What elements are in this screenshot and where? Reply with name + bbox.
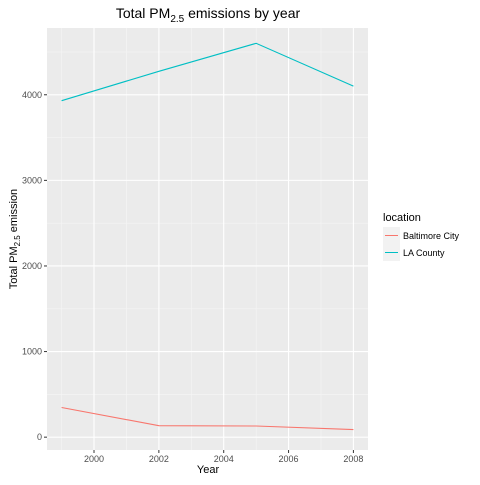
legend: location Baltimore City LA County — [383, 212, 460, 261]
y-tick-label: 2000 — [22, 261, 42, 271]
series-lines — [61, 42, 354, 431]
legend-item-la-county: LA County — [383, 244, 445, 261]
minor-gridlines — [47, 28, 368, 450]
y-axis: 0 1000 2000 3000 4000 — [22, 90, 47, 442]
x-tick-label: 2000 — [84, 454, 104, 464]
y-tick-label: 3000 — [22, 175, 42, 185]
major-gridlines — [47, 28, 368, 450]
chart-title: Total PM2.5 emissions by year — [116, 5, 301, 25]
plot-panel — [47, 28, 368, 450]
x-tick-label: 2006 — [279, 454, 299, 464]
series-line-baltimore-city — [61, 406, 354, 431]
y-tick-label: 0 — [37, 432, 42, 442]
y-tick-label: 4000 — [22, 90, 42, 100]
legend-item-baltimore-city: Baltimore City — [383, 227, 460, 244]
y-tick-label: 1000 — [22, 347, 42, 357]
x-axis-title: Year — [197, 464, 220, 476]
x-tick-label: 2004 — [214, 454, 234, 464]
x-axis: 2000 2002 2004 2006 2008 — [84, 450, 363, 464]
x-tick-label: 2008 — [343, 454, 363, 464]
x-tick-label: 2002 — [149, 454, 169, 464]
legend-title: location — [383, 212, 421, 224]
legend-label: Baltimore City — [403, 231, 460, 241]
legend-label: LA County — [403, 248, 445, 258]
y-axis-title: Total PM2.5 emission — [8, 189, 22, 289]
series-line-la-county — [61, 42, 354, 102]
